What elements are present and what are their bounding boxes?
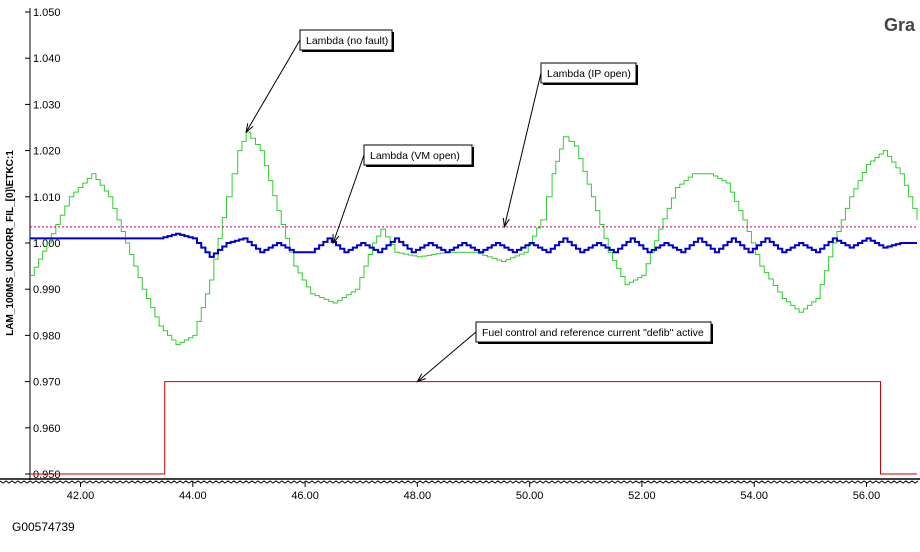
y-axis-label: LAM_100MS_UNCORR_FIL_[0]\ETKC:1 (5, 150, 16, 336)
x-axis-break-line (0, 480, 919, 484)
x-tick-label: 56.00 (853, 490, 881, 502)
annotation-label: Lambda (VM open) (370, 150, 460, 162)
chart-series (30, 131, 918, 475)
annotation-leader (245, 39, 301, 133)
y-tick-label: 1.050 (33, 7, 61, 19)
annotation-arrow (416, 373, 426, 383)
x-tick-label: 44.00 (179, 490, 207, 502)
annotation-label: Fuel control and reference current "defi… (482, 327, 704, 339)
series-line (30, 232, 917, 258)
annotation-box (475, 321, 712, 343)
y-tick-label: 0.960 (33, 423, 61, 435)
annotation-arrow (502, 217, 510, 229)
annotation-leader (417, 331, 477, 382)
y-tick-label: 0.950 (33, 469, 61, 481)
annotation-box (299, 29, 393, 51)
annotation-label: Lambda (IP open) (547, 68, 631, 80)
corner-label: Gra (884, 15, 916, 35)
annotation-box (363, 144, 473, 166)
chart-axes: 0.9500.9600.9700.9800.9901.0001.0101.020… (0, 7, 920, 502)
x-tick-label: 42.00 (67, 490, 95, 502)
y-tick-label: 0.980 (33, 330, 61, 342)
x-tick-label: 50.00 (516, 490, 544, 502)
series-line (30, 131, 918, 346)
x-tick-label: 48.00 (404, 490, 432, 502)
x-tick-label: 54.00 (740, 490, 768, 502)
annotation-leader (503, 72, 542, 227)
lambda-chart: 0.9500.9600.9700.9800.9901.0001.0101.020… (0, 7, 920, 502)
annotation-label: Lambda (no fault) (306, 35, 388, 47)
annotation-leader (332, 154, 365, 244)
chart-annotations: Lambda (no fault) Lambda (IP open) Lambda … (245, 29, 713, 383)
y-tick-label: 1.040 (33, 53, 61, 65)
annotation-arrow (245, 123, 254, 134)
y-tick-label: 1.010 (33, 192, 61, 204)
annotation-box (540, 62, 637, 84)
y-tick-label: 1.020 (33, 146, 61, 158)
y-tick-label: 0.970 (33, 377, 61, 389)
figure-id: G00574739 (12, 520, 75, 534)
y-tick-label: 1.030 (33, 99, 61, 111)
x-tick-label: 46.00 (291, 490, 319, 502)
y-tick-label: 0.990 (33, 284, 61, 296)
x-tick-label: 52.00 (628, 490, 656, 502)
annotation-arrow (332, 233, 340, 245)
series-line (30, 381, 917, 475)
